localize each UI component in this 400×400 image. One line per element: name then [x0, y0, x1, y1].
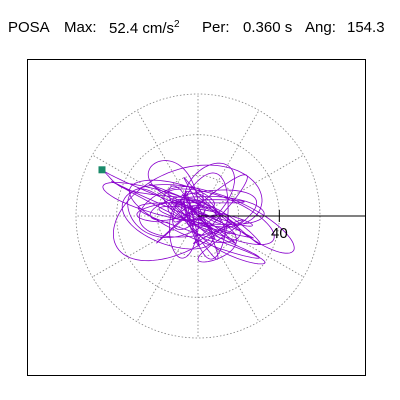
max-point-marker: [98, 166, 106, 174]
grid-spoke: [197, 110, 260, 217]
max-value: 52.4 cm/s: [109, 20, 175, 37]
axis-tick-label: 40: [271, 225, 288, 242]
grid-spoke: [197, 154, 304, 217]
grid-spoke: [197, 215, 260, 322]
station-code: POSA: [8, 19, 50, 36]
max-unit-exponent: 2: [174, 19, 180, 30]
per-value: 0.360 s: [243, 19, 293, 36]
grid-spoke: [92, 215, 199, 278]
grid-spoke: [197, 215, 304, 278]
grid-spoke: [136, 215, 199, 322]
ang-label: Ang:: [305, 19, 336, 36]
grid-spoke: [136, 110, 199, 217]
plot-frame: [27, 59, 366, 376]
ang-value: 154.3: [347, 19, 385, 36]
per-label: Per:: [202, 19, 230, 36]
max-label: Max:: [64, 19, 97, 36]
axis-ray-group: 40: [198, 210, 366, 242]
max-value-group: 52.4 cm/s2: [109, 19, 180, 37]
marker-group: [98, 166, 106, 174]
chart-header: POSA Max: 52.4 cm/s2 Per: 0.360 s Ang: 1…: [0, 0, 400, 42]
